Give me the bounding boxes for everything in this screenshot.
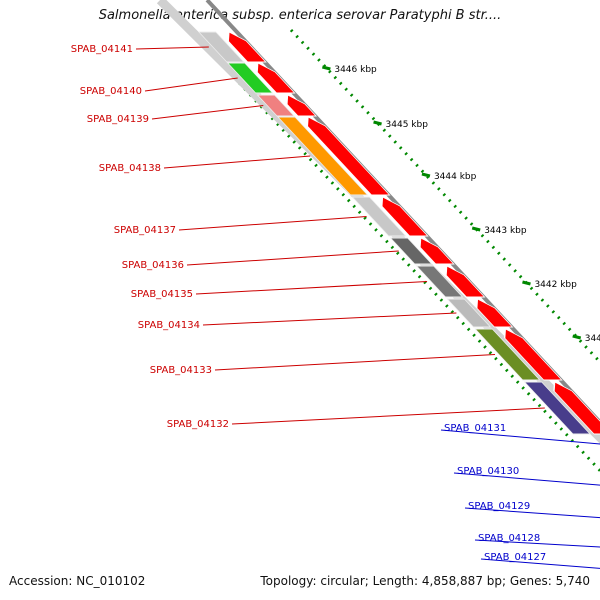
gene-category-box [474, 328, 541, 381]
topology-summary: Topology: circular; Length: 4,858,887 bp… [260, 574, 590, 588]
gene-category-box [415, 265, 464, 298]
scale-ticks: 3446 kbp 3445 kbp 3444 kbp 3443 kbp 3442 kbp… [188, 28, 600, 473]
forward-gene-arrow [256, 62, 296, 94]
gene-label: SPAB_04132 [167, 419, 229, 430]
gene-category-box [226, 62, 274, 94]
major-tick [421, 172, 431, 178]
scale-tick-label: 3443 kbp [484, 226, 527, 236]
gene-label-leader [464, 507, 600, 519]
gene-label-leader [151, 105, 264, 120]
gene-category-box [256, 94, 296, 117]
gene-label-leader [453, 472, 600, 486]
forward-gene-arrow [306, 116, 391, 196]
gene-layer [197, 31, 600, 435]
gene-label: SPAB_04138 [99, 163, 161, 174]
gene-label: SPAB_04140 [80, 86, 142, 97]
gene-label: SPAB_04133 [150, 365, 212, 376]
scale-tick-label: 3442 kbp [534, 280, 577, 290]
gene-label-leader [214, 354, 496, 371]
gene-label: SPAB_04137 [114, 225, 176, 236]
forward-gene-arrow [381, 196, 429, 237]
gene-label: SPAB_04139 [87, 114, 149, 125]
gene-category-box [523, 381, 591, 435]
gene-label: SPAB_04141 [71, 44, 133, 55]
forward-gene-arrow [227, 31, 267, 63]
forward-gene-arrow [553, 381, 600, 435]
gene-category-box [351, 196, 407, 237]
major-tick [471, 226, 481, 232]
scale-tick-label: 3444 kbp [434, 172, 477, 182]
label-layer: SPAB_04141 SPAB_04140 SPAB_04139 SPAB_04138… [71, 44, 600, 569]
scale-tick-label: 3446 kbp [334, 65, 377, 75]
gene-label: SPAB_04128 [478, 533, 540, 544]
gene-label-leader [480, 558, 600, 569]
forward-gene-arrow [286, 94, 318, 117]
gene-label-leader [195, 281, 428, 295]
major-tick [322, 65, 331, 71]
gene-category-box [446, 298, 492, 328]
gene-category-box [389, 237, 433, 265]
inner-tick-ring [188, 28, 600, 473]
gene-label-leader [474, 539, 600, 548]
backbone-shadow [156, 0, 600, 444]
gene-label-leader [178, 216, 367, 231]
gene-label-leader [440, 429, 600, 445]
gene-label-leader [135, 46, 209, 50]
gene-label-leader [144, 77, 238, 92]
gene-label-leader [202, 312, 457, 326]
gene-label: SPAB_04136 [122, 260, 184, 271]
gene-category-box [277, 116, 369, 196]
forward-gene-arrow [476, 298, 514, 328]
gene-label: SPAB_04130 [457, 466, 519, 477]
scale-tick-label: 3441 kbp [585, 334, 600, 344]
scale-tick-label: 3445 kbp [386, 120, 429, 130]
gene-label: SPAB_04135 [131, 289, 193, 300]
gene-label-leader [231, 407, 545, 425]
backbone-line [205, 0, 600, 426]
gene-category-box [197, 31, 245, 63]
gene-label: SPAB_04131 [444, 423, 506, 434]
accession-label: Accession: NC_010102 [9, 574, 146, 588]
gene-label-leader [186, 250, 399, 266]
gene-label: SPAB_04127 [484, 552, 546, 563]
gene-label: SPAB_04134 [138, 320, 200, 331]
forward-gene-arrow [503, 328, 563, 381]
gene-label-leader [163, 155, 311, 169]
major-tick [572, 334, 582, 340]
map-title: Salmonella enterica subsp. enterica sero… [98, 8, 502, 23]
gene-label: SPAB_04129 [468, 501, 530, 512]
forward-gene-arrow [445, 265, 486, 298]
major-tick [522, 280, 531, 286]
forward-gene-arrow [419, 237, 455, 265]
major-tick [373, 120, 382, 126]
backbone-layer [156, 0, 600, 444]
